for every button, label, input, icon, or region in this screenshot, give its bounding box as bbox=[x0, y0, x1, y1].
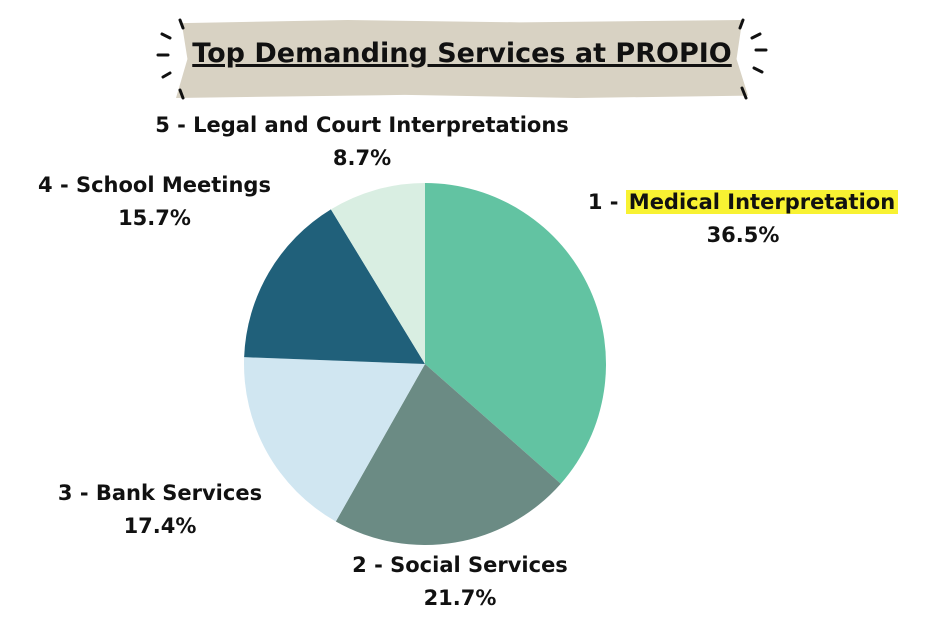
label-value: 8.7% bbox=[332, 146, 392, 170]
pie-slice-2 bbox=[335, 364, 561, 545]
label-slice-2: 2 - Social Services 21.7% bbox=[310, 549, 610, 615]
pie-slice-1 bbox=[425, 183, 606, 484]
label-name: Legal and Court Interpretations bbox=[193, 113, 569, 137]
label-value: 15.7% bbox=[118, 206, 191, 230]
label-slice-5: 5 - Legal and Court Interpretations 8.7% bbox=[112, 109, 612, 175]
label-value: 17.4% bbox=[123, 514, 197, 538]
label-name: Social Services bbox=[390, 553, 568, 577]
label-prefix: 4 - bbox=[38, 173, 76, 197]
label-prefix: 1 - bbox=[587, 190, 626, 214]
pie-slice-3 bbox=[244, 357, 425, 522]
pie-slice-4 bbox=[244, 209, 425, 364]
label-prefix: 2 - bbox=[352, 553, 391, 577]
label-slice-3: 3 - Bank Services 17.4% bbox=[30, 477, 290, 543]
label-name: Bank Services bbox=[95, 481, 263, 505]
title-tape-background bbox=[176, 20, 748, 98]
label-prefix: 3 - bbox=[57, 481, 96, 505]
label-name: School Meetings bbox=[75, 173, 271, 197]
label-value: 36.5% bbox=[706, 223, 780, 247]
pie-slice-5 bbox=[330, 183, 425, 364]
label-slice-4: 4 - School Meetings 15.7% bbox=[12, 169, 297, 235]
label-slice-1: 1 - Medical Interpretation 36.5% bbox=[578, 186, 908, 252]
label-value: 21.7% bbox=[423, 586, 497, 610]
label-prefix: 5 - bbox=[155, 113, 194, 137]
chart-title: Top Demanding Services at PROPIO bbox=[192, 38, 732, 69]
label-name: Medical Interpretation bbox=[625, 190, 899, 214]
